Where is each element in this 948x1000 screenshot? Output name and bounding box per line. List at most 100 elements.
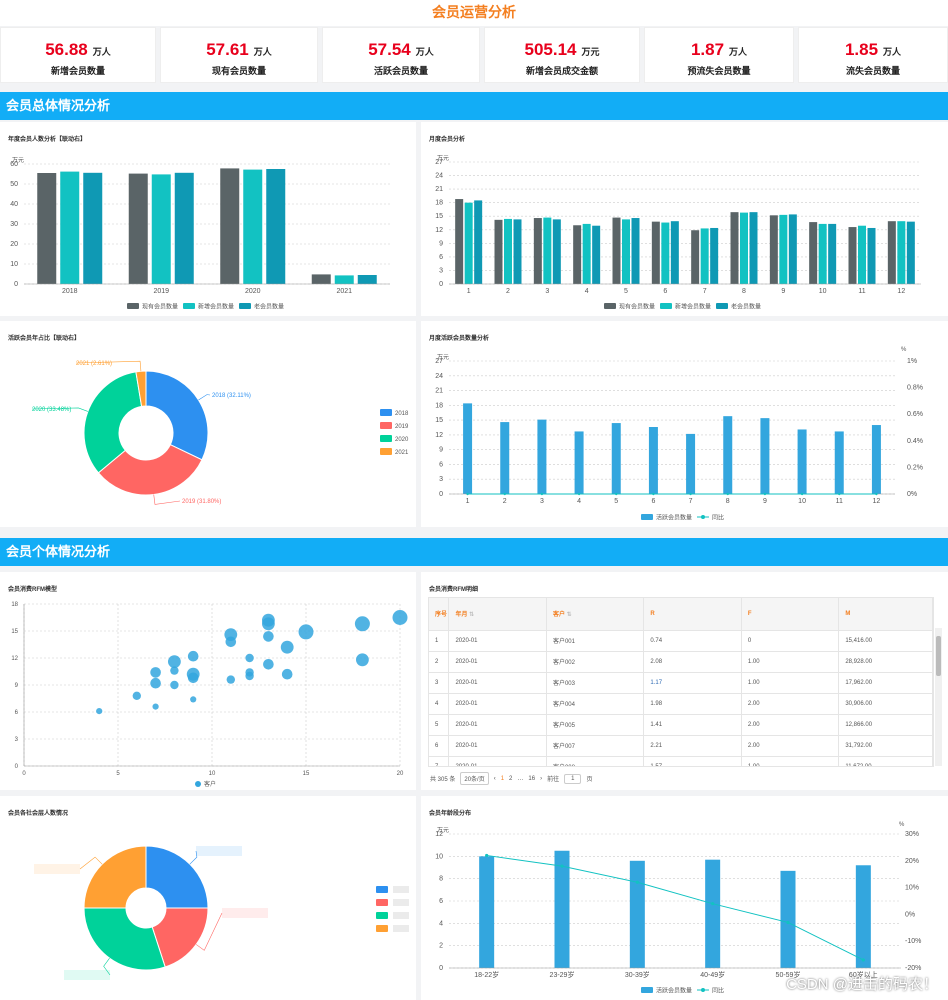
- sort-icon[interactable]: ⇅: [566, 612, 572, 619]
- line-point: [711, 902, 715, 906]
- table-row[interactable]: 2 2020-01 客户002 2.08 1.00 28,928.00: [429, 650, 933, 672]
- table-cell: 1.00: [741, 671, 840, 693]
- blurred-legend-label: [393, 899, 409, 906]
- column-label: 序号: [435, 612, 448, 619]
- legend-marker: [195, 781, 201, 787]
- pager-prev-icon[interactable]: ‹: [493, 775, 496, 782]
- x-tick-label: 5: [624, 288, 628, 295]
- y-tick-label: 0: [15, 764, 19, 770]
- table-header[interactable]: 年月 ⇅: [448, 598, 547, 630]
- scatter-point: [190, 696, 197, 703]
- age-title: 会员年龄段分布: [429, 811, 472, 817]
- bar: [897, 221, 906, 284]
- legend-label: 新增会员数量: [198, 303, 234, 311]
- line-point: [466, 492, 469, 496]
- bar: [513, 219, 522, 284]
- table-cell: 11,672.00: [838, 755, 933, 766]
- table-cell: 7: [429, 755, 450, 766]
- kpi-value: 505.14 万元: [485, 40, 639, 60]
- y-tick-label: 9: [439, 240, 443, 247]
- x-tick-label: 12: [897, 288, 905, 295]
- column-label: R: [650, 610, 655, 617]
- table-cell: 12,866.00: [838, 713, 933, 735]
- right-tick-label: 0.6%: [907, 411, 923, 418]
- table-cell: 2020-01: [448, 650, 547, 672]
- table-cell: 客户002: [546, 650, 645, 672]
- scatter-point: [263, 659, 274, 670]
- y-tick-label: 0: [14, 281, 18, 288]
- scatter-point: [245, 653, 254, 663]
- section-individual: 会员个体情况分析: [0, 538, 948, 566]
- bar: [504, 218, 512, 284]
- pie-slice-label: 2020 (33.48%): [32, 407, 71, 413]
- y-tick-label: 3: [439, 267, 443, 274]
- pager-next-icon[interactable]: ›: [540, 775, 543, 782]
- pie-slice-label: 2021 (2.61%): [76, 361, 112, 367]
- x-tick-label: 4: [577, 498, 581, 505]
- blurred-legend-label: [393, 886, 409, 893]
- kpi-value: 56.88 万人: [1, 40, 155, 60]
- scrollbar-thumb[interactable]: [936, 636, 941, 676]
- kpi-label: 现有会员数量: [211, 66, 266, 76]
- table-scrollbar[interactable]: [935, 628, 942, 766]
- table-header: M: [838, 598, 933, 630]
- table-row[interactable]: 1 2020-01 客户001 0.74 0 15,416.00: [429, 629, 933, 651]
- pager-page-16[interactable]: 16: [528, 775, 536, 782]
- pager-size-select[interactable]: 20条/页: [460, 772, 489, 785]
- pager-goto-input[interactable]: 1: [564, 773, 582, 784]
- line-point: [485, 853, 489, 858]
- table-cell: 1: [429, 629, 450, 651]
- bar: [60, 171, 80, 284]
- pie-slice: [135, 370, 147, 407]
- bar: [479, 856, 495, 968]
- table-row[interactable]: 5 2020-01 客户005 1.41 2.00 12,866.00: [429, 713, 933, 735]
- bar: [455, 199, 464, 284]
- x-tick-label: 3: [545, 288, 549, 295]
- table-cell: 2.00: [741, 734, 840, 756]
- bar: [554, 850, 570, 968]
- sort-icon[interactable]: ⇅: [469, 612, 475, 619]
- bar: [220, 168, 240, 284]
- pager-page-1[interactable]: 1: [500, 775, 505, 782]
- monthly-title: 月度会员分析: [429, 137, 466, 143]
- legend-swatch: [376, 912, 388, 919]
- table-cell: 1.00: [741, 650, 840, 672]
- bar: [686, 433, 696, 494]
- blurred-legend-label: [393, 912, 409, 919]
- table-cell: 0: [741, 629, 840, 651]
- table-header[interactable]: 客户 ⇅: [546, 598, 645, 630]
- pager-ellipsis[interactable]: …: [517, 775, 524, 782]
- y-tick-label: 21: [435, 388, 443, 395]
- x-tick-label: 0: [22, 771, 26, 777]
- yearly-title: 年度会员人数分析【联动右】: [8, 137, 87, 143]
- table-row[interactable]: 6 2020-01 客户007 2.21 2.00 31,792.00: [429, 734, 933, 756]
- pie-slice: [83, 907, 166, 971]
- legend-swatch: [641, 514, 653, 520]
- scatter-point: [392, 610, 408, 625]
- x-tick-label: 7: [703, 288, 707, 295]
- x-tick-label: 6: [663, 288, 667, 295]
- scatter-point: [187, 650, 199, 662]
- rfm-table: 序号 年月 ⇅ 客户 ⇅ R F M 1 2020-01 客户001 0.74 0 15,416.00…: [428, 597, 934, 767]
- pager-page-2[interactable]: 2: [509, 775, 513, 782]
- bar: [494, 219, 503, 284]
- y-tick-label: 9: [439, 447, 443, 454]
- pie-leader-line: [79, 856, 103, 870]
- table-cell: 客户005: [546, 713, 645, 735]
- right-tick-label: -10%: [905, 938, 921, 945]
- table-row[interactable]: 3 2020-01 客户003 1.17 1.00 17,962.00: [429, 671, 933, 693]
- pie-leader-line: [75, 360, 142, 372]
- pager-total: 共 305 条: [430, 777, 456, 783]
- table-cell: 2.00: [741, 713, 840, 735]
- bar: [622, 219, 630, 284]
- x-tick-label: 6: [651, 498, 655, 505]
- table-cell: 2020-01: [448, 734, 547, 756]
- table-cell: 17,962.00: [838, 671, 933, 693]
- y-unit-label: 万元: [437, 827, 449, 834]
- table-row[interactable]: 4 2020-01 客户004 1.98 2.00 30,906.00: [429, 692, 933, 714]
- scatter-point: [170, 666, 179, 675]
- kpi-value: 1.85 万人: [799, 40, 947, 60]
- pie-leader-line: [195, 912, 223, 951]
- legend-label: 活跃会员数量: [656, 987, 692, 995]
